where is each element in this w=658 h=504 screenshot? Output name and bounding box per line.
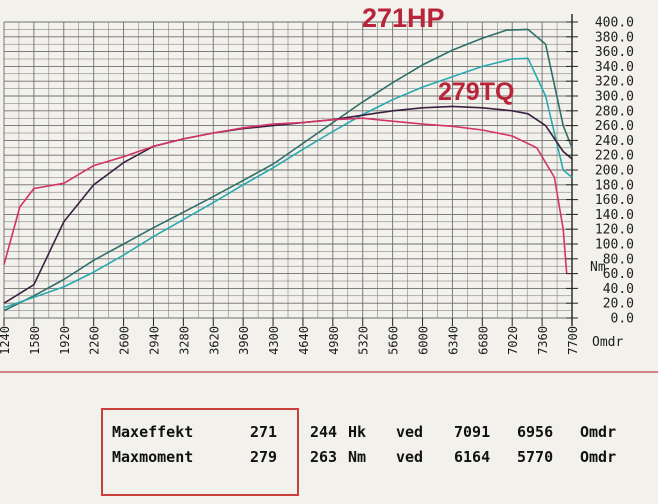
summary-rpm-unit: Omdr (580, 423, 617, 441)
x-tick-label: 3280 (177, 326, 191, 355)
x-tick-label: 3620 (207, 326, 221, 355)
y-axis-ticks: 0.020.040.060.080.0100.0120.0140.0160.01… (566, 16, 634, 327)
x-tick-label: 2940 (147, 326, 161, 355)
chart-grid (3, 14, 573, 326)
summary-rpm-1: 6164 (454, 448, 491, 466)
x-tick-label: 7020 (506, 326, 520, 355)
x-tick-label: 5320 (357, 326, 371, 355)
y-tick-label: 260.0 (595, 119, 634, 134)
y-tick-label: 360.0 (595, 45, 634, 60)
y-tick-label: 340.0 (595, 60, 634, 75)
y-tick-label: 20.0 (603, 297, 634, 312)
x-tick-label: 6340 (446, 326, 460, 355)
x-tick-label: 1920 (58, 326, 72, 355)
y-tick-label: 160.0 (595, 193, 634, 208)
y-tick-label: 240.0 (595, 134, 634, 149)
summary-rpm-unit: Omdr (580, 448, 617, 466)
series-line-1 (3, 28, 573, 312)
summary-label: Maxmoment (112, 448, 194, 466)
summary-rpm-2: 5770 (517, 448, 554, 466)
y-tick-label: 180.0 (595, 178, 634, 193)
x-tick-label: 4640 (297, 326, 311, 355)
y-tick-label: 200.0 (595, 164, 634, 179)
summary-value-2: 244 (310, 423, 338, 441)
tq-annotation: 279TQ (438, 78, 514, 106)
summary-ved: ved (396, 448, 424, 466)
y-tick-label: 280.0 (595, 104, 634, 119)
y-axis-unit: Nm (590, 260, 606, 275)
x-tick-label: 5660 (387, 326, 401, 355)
x-tick-label: 4300 (267, 326, 281, 355)
y-tick-label: 120.0 (595, 223, 634, 238)
x-tick-label: 1240 (0, 326, 12, 355)
y-tick-label: 220.0 (595, 149, 634, 164)
x-tick-label: 2600 (118, 326, 132, 355)
highlight-box (101, 408, 299, 496)
x-tick-label: 6000 (417, 326, 431, 355)
summary-label: Maxeffekt (112, 423, 194, 441)
y-tick-label: 320.0 (595, 75, 634, 90)
x-tick-label: 4980 (327, 326, 341, 355)
x-tick-label: 7360 (536, 326, 550, 355)
summary-unit: Hk (348, 423, 367, 441)
y-tick-label: 380.0 (595, 30, 634, 45)
dyno-chart: 0.020.040.060.080.0100.0120.0140.0160.01… (0, 3, 658, 373)
y-tick-label: 80.0 (603, 252, 634, 267)
x-tick-label: 7700 (566, 326, 580, 355)
summary-unit: Nm (348, 448, 367, 466)
hp-annotation: 271HP (362, 3, 445, 33)
summary-ved: ved (396, 423, 424, 441)
y-tick-label: 0.0 (611, 312, 634, 327)
x-tick-label: 2260 (88, 326, 102, 355)
x-axis-ticks: 1240 1580 1920 2260 2600 2940 3280 3620 3960 4300… (0, 318, 580, 355)
x-tick-label: 6680 (476, 326, 490, 355)
summary-rpm-1: 7091 (454, 423, 491, 441)
y-tick-label: 40.0 (603, 282, 634, 297)
summary-value-1: 271 (250, 423, 278, 441)
y-tick-label: 140.0 (595, 208, 634, 223)
y-tick-label: 400.0 (595, 16, 634, 31)
summary-value-1: 279 (250, 448, 278, 466)
y-tick-label: 300.0 (595, 90, 634, 105)
y-tick-label: 100.0 (595, 238, 634, 253)
summary-value-2: 263 (310, 448, 338, 466)
x-tick-label: 1580 (28, 326, 42, 355)
x-tick-label: 3960 (237, 326, 251, 355)
series-line-4 (3, 117, 568, 274)
chart-series (3, 28, 573, 312)
x-axis-unit: Omdr (592, 335, 623, 350)
y-tick-label: 60.0 (603, 267, 634, 282)
summary-rpm-2: 6956 (517, 423, 554, 441)
series-line-2 (3, 57, 573, 309)
